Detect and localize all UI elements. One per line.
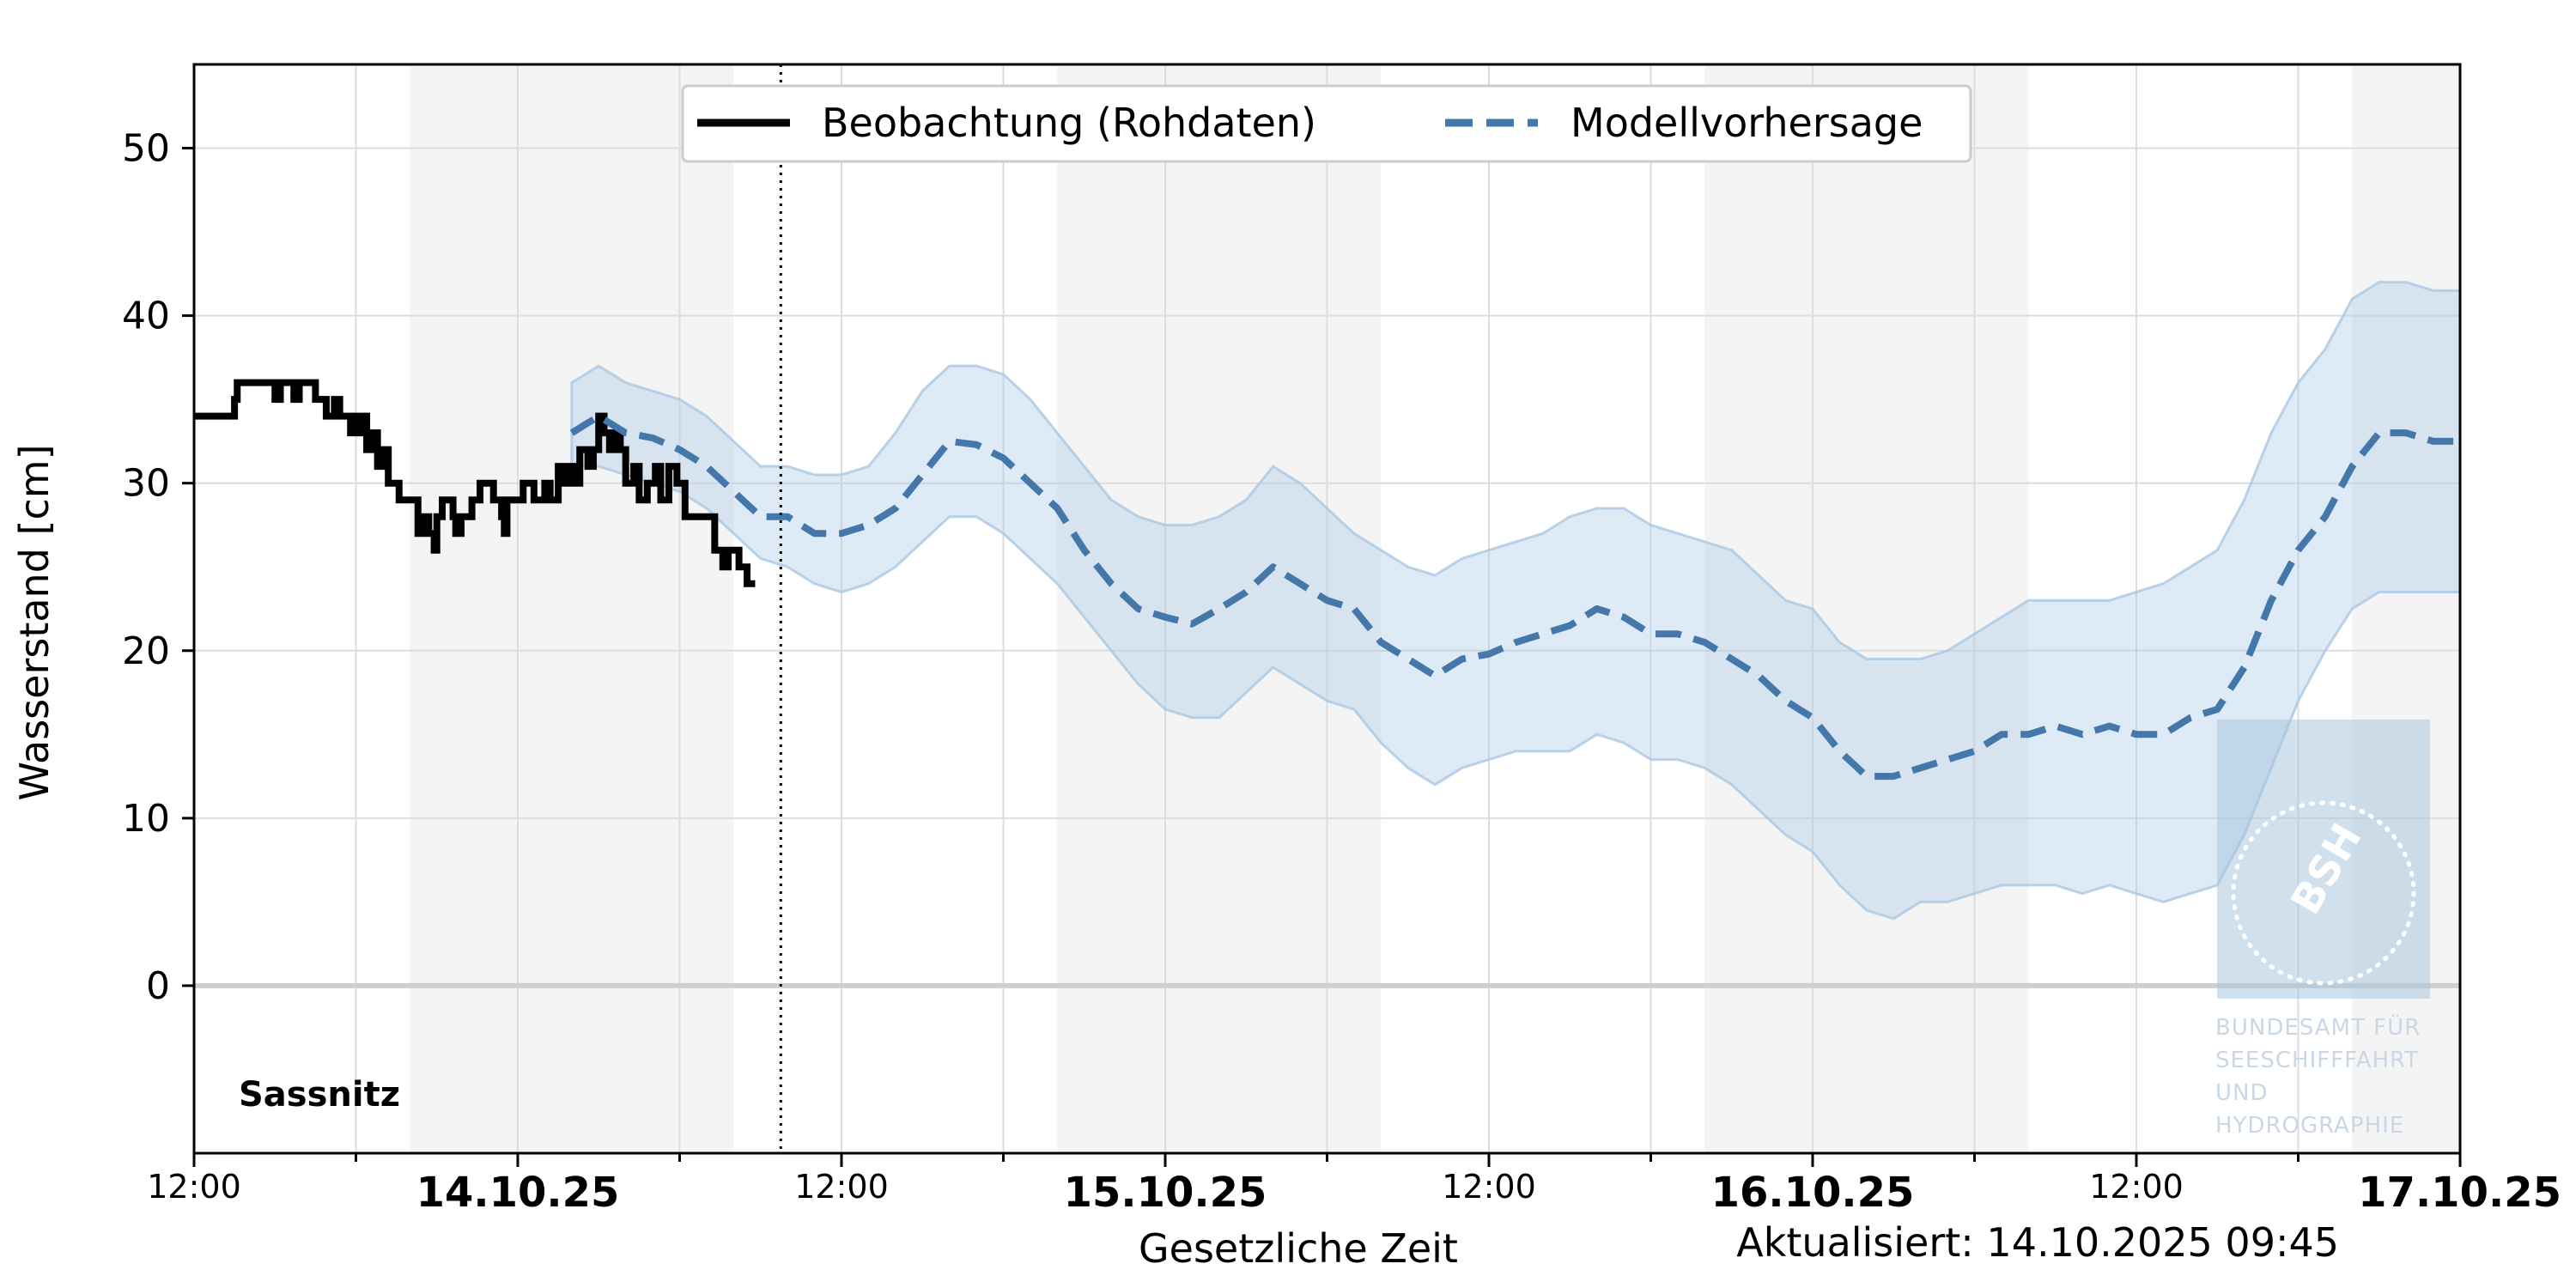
watermark-line-3: UND bbox=[2215, 1080, 2269, 1106]
watermark-box bbox=[2217, 720, 2430, 999]
x-tick-label: 17.10.25 bbox=[2358, 1169, 2561, 1217]
bsh-watermark: BSH BUNDESAMT FÜR SEESCHIFFFAHRT UND HYD… bbox=[2215, 720, 2430, 1139]
watermark-line-1: BUNDESAMT FÜR bbox=[2215, 1013, 2421, 1041]
x-tick-label: 12:00 bbox=[147, 1168, 241, 1206]
y-tick-label: 0 bbox=[146, 964, 170, 1008]
legend-forecast-label: Modellvorhersage bbox=[1571, 100, 1923, 146]
y-axis-ticks: 0 10 20 30 40 50 bbox=[122, 127, 194, 1008]
night-shade-0 bbox=[410, 64, 734, 1153]
station-name: Sassnitz bbox=[239, 1075, 400, 1115]
legend-observation-label: Beobachtung (Rohdaten) bbox=[822, 100, 1316, 146]
x-tick-label: 12:00 bbox=[2089, 1168, 2184, 1206]
observation-line bbox=[194, 379, 756, 587]
x-axis-ticks: 12:00 14.10.25 12:00 15.10.25 12:00 16.10.25 1… bbox=[147, 1153, 2561, 1217]
legend: Beobachtung (Rohdaten) Modellvorhersage bbox=[681, 84, 1972, 163]
watermark-line-4: HYDROGRAPHIE bbox=[2215, 1113, 2404, 1139]
updated-timestamp: Aktualisiert: 14.10.2025 09:45 bbox=[1736, 1219, 2339, 1266]
y-tick-label: 10 bbox=[122, 797, 170, 841]
watermark-seal-ring bbox=[2231, 800, 2416, 986]
series-layer bbox=[194, 379, 2460, 781]
forecast-line bbox=[569, 412, 2460, 781]
x-tick-label: 14.10.25 bbox=[416, 1169, 620, 1217]
x-tick-label: 12:00 bbox=[1442, 1168, 1536, 1206]
x-tick-label: 16.10.25 bbox=[1711, 1169, 1915, 1217]
y-tick-label: 50 bbox=[122, 127, 170, 171]
x-tick-label: 12:00 bbox=[794, 1168, 889, 1206]
x-axis-label: Gesetzliche Zeit bbox=[1139, 1225, 1458, 1272]
x-tick-label: 15.10.25 bbox=[1064, 1169, 1267, 1217]
y-tick-label: 30 bbox=[122, 462, 170, 506]
y-tick-label: 40 bbox=[122, 295, 170, 338]
y-axis-label: Wasserstand [cm] bbox=[11, 444, 58, 800]
legend-box bbox=[681, 84, 1972, 163]
watermark-line-2: SEESCHIFFFAHRT bbox=[2215, 1048, 2419, 1073]
y-tick-label: 20 bbox=[122, 629, 170, 673]
